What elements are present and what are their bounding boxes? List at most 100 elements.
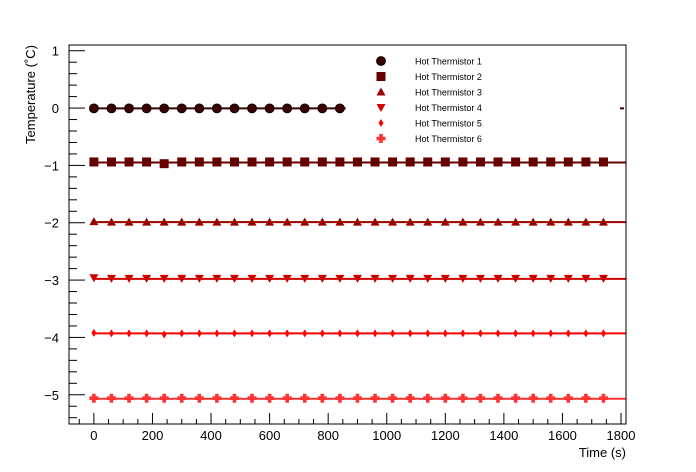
data-point <box>581 274 591 283</box>
legend-entry: Hot Thermistor 6 <box>376 134 482 144</box>
data-point <box>370 157 380 167</box>
data-point <box>231 329 237 338</box>
data-point <box>88 103 99 114</box>
data-point <box>212 157 222 167</box>
data-point <box>370 393 380 403</box>
series-2 <box>89 157 626 169</box>
y-tick-label: −3 <box>44 273 59 288</box>
x-tick-label: 800 <box>317 428 339 443</box>
y-axis-title: Temperature (˚C) <box>23 45 38 144</box>
data-point <box>124 157 134 167</box>
data-point <box>317 393 327 403</box>
data-point <box>179 329 185 338</box>
data-point <box>142 393 152 403</box>
data-point <box>530 329 536 338</box>
data-point <box>513 329 519 338</box>
x-tick-label: 400 <box>200 428 222 443</box>
series-4 <box>89 274 626 283</box>
data-point <box>247 393 257 403</box>
data-point <box>194 217 204 226</box>
data-point <box>299 103 310 114</box>
data-point <box>124 274 134 283</box>
data-point <box>229 103 240 114</box>
data-point <box>337 329 343 338</box>
data-point <box>600 329 606 338</box>
data-point <box>267 329 273 338</box>
data-point <box>247 217 257 226</box>
data-point <box>177 393 187 403</box>
data-point <box>598 217 608 226</box>
data-point <box>265 393 275 403</box>
legend-label: Hot Thermistor 3 <box>415 88 482 98</box>
data-point <box>493 393 503 403</box>
data-point <box>405 217 415 226</box>
data-point <box>282 103 293 114</box>
data-point <box>229 393 239 403</box>
data-point <box>440 274 450 283</box>
data-point <box>282 274 292 283</box>
data-point <box>89 393 99 403</box>
data-point <box>89 217 99 226</box>
series-3 <box>89 217 626 226</box>
data-point <box>352 274 362 283</box>
data-point <box>352 217 362 226</box>
data-point <box>565 329 571 338</box>
data-point <box>440 217 450 226</box>
data-point <box>108 329 114 338</box>
data-point <box>194 274 204 283</box>
data-point <box>124 393 134 403</box>
data-point <box>212 217 222 226</box>
legend-entry: Hot Thermistor 2 <box>376 72 482 82</box>
data-point <box>282 157 292 167</box>
x-tick-label: 1600 <box>548 428 577 443</box>
data-point <box>528 217 538 226</box>
x-tick-label: 600 <box>259 428 281 443</box>
data-point <box>141 103 152 114</box>
series-5 <box>91 328 626 339</box>
y-tick-label: 0 <box>52 101 59 116</box>
data-point <box>159 159 169 169</box>
data-point <box>423 217 433 226</box>
plot-marks <box>88 103 626 403</box>
data-point <box>440 157 450 167</box>
legend-marker <box>378 119 384 127</box>
data-point <box>335 393 345 403</box>
data-point <box>282 393 292 403</box>
data-point <box>460 329 466 338</box>
data-point <box>282 217 292 226</box>
data-point <box>142 157 152 167</box>
data-point <box>598 157 608 167</box>
data-point <box>317 217 327 226</box>
legend-marker <box>376 87 386 96</box>
data-point <box>124 103 134 114</box>
y-tick-label: 1 <box>52 44 59 59</box>
data-point <box>229 274 239 283</box>
data-point <box>493 157 503 167</box>
data-point <box>194 103 205 114</box>
data-point <box>563 393 573 403</box>
y-tick-label: −2 <box>44 216 59 231</box>
data-point <box>319 329 325 338</box>
data-point <box>177 157 187 167</box>
data-point <box>511 274 521 283</box>
data-point <box>370 217 380 226</box>
x-tick-label: 200 <box>142 428 164 443</box>
data-point <box>583 329 589 338</box>
data-point <box>546 393 556 403</box>
data-point <box>159 274 169 283</box>
legend: Hot Thermistor 1 Hot Thermistor 2 Hot Ther… <box>376 56 482 144</box>
legend-marker <box>376 72 386 81</box>
data-point <box>458 393 468 403</box>
data-point <box>388 157 398 167</box>
data-point <box>442 329 448 338</box>
data-point <box>475 393 485 403</box>
data-point <box>390 329 396 338</box>
data-point <box>546 157 556 167</box>
data-point <box>352 157 362 167</box>
data-point <box>91 328 97 337</box>
data-point <box>528 393 538 403</box>
data-point <box>247 157 257 167</box>
data-point <box>106 103 117 114</box>
data-point <box>563 274 573 283</box>
